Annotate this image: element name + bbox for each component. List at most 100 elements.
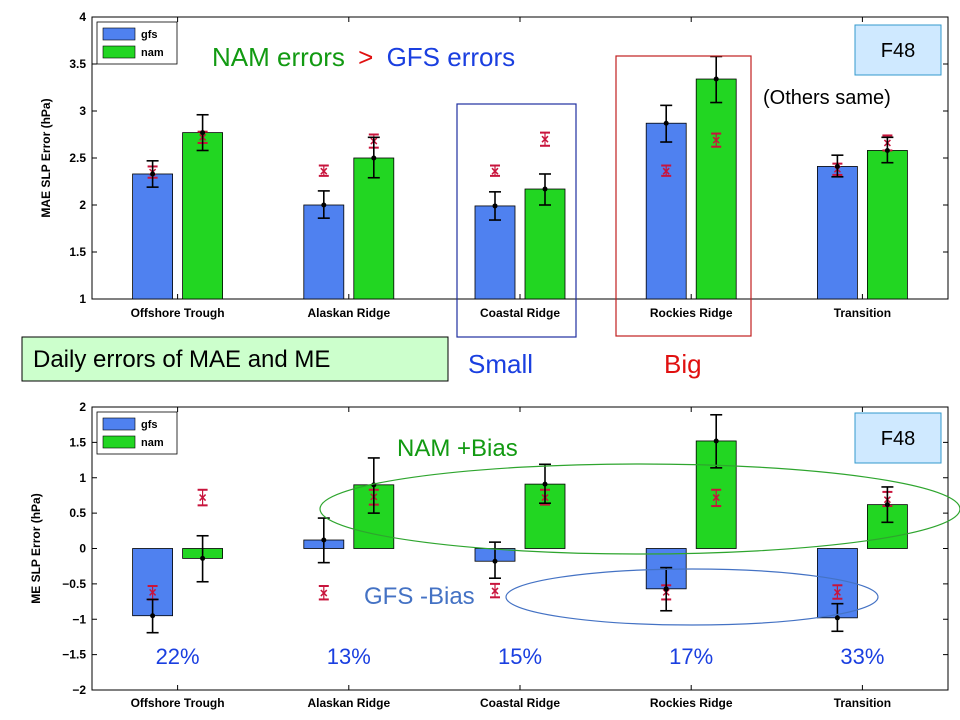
nam-mean-dot — [200, 130, 206, 136]
coastal-ridge-highlight-box — [456, 103, 577, 338]
y-tick-label: 4 — [79, 10, 86, 24]
y-tick-label: 3.5 — [69, 57, 86, 71]
gfs-mean-dot — [321, 537, 327, 543]
annotation-greater-than: > — [358, 42, 373, 72]
percentage-label: 33% — [840, 644, 884, 669]
gfs-mean-dot — [663, 120, 669, 126]
y-tick-label: −0.5 — [62, 577, 86, 591]
y-tick-label: 2 — [79, 400, 86, 414]
reference-marker — [149, 588, 157, 596]
gfs-mean-dot — [321, 202, 327, 208]
reference-marker — [541, 135, 549, 143]
f48-top-label: F48 — [881, 40, 915, 62]
f48-top-box — [854, 24, 942, 76]
percentage-label: 13% — [327, 644, 371, 669]
reference-marker — [662, 167, 670, 175]
category-label: Transition — [834, 696, 891, 710]
nam-mean-dot — [713, 76, 719, 82]
nam-bar — [524, 188, 566, 300]
gfs-mean-dot — [150, 613, 156, 619]
reference-marker — [320, 167, 328, 175]
f48-bottom-label: F48 — [881, 428, 915, 450]
y-tick-label: 1 — [79, 292, 86, 306]
gfs-mean-dot — [492, 203, 498, 209]
gfs-mean-dot — [834, 163, 840, 169]
gfs-mean-dot — [663, 586, 669, 592]
big-label: Big — [664, 349, 702, 379]
category-label: Transition — [834, 306, 891, 320]
legend-swatch-nam — [102, 435, 136, 449]
gfs-bar — [817, 166, 858, 300]
reference-marker — [491, 167, 499, 175]
legend-label-gfs: gfs — [141, 29, 158, 41]
nam-bar — [182, 132, 224, 300]
reference-marker — [491, 587, 499, 595]
rockies-ridge-highlight-box — [615, 55, 752, 337]
gfs-mean-dot — [834, 615, 840, 621]
percentage-label: 17% — [669, 644, 713, 669]
y-tick-label: 1.5 — [69, 245, 86, 259]
gfs-bias-ellipse — [505, 568, 879, 626]
nam-bar — [353, 157, 395, 300]
nam-mean-dot — [542, 481, 548, 487]
daily-errors-box — [21, 336, 449, 382]
reference-marker — [833, 588, 841, 596]
gfs-mean-dot — [492, 558, 498, 564]
svg-text:NAM errors > GFS error: NAM errors > GFS errors — [212, 42, 515, 72]
others-same-label: (Others same) — [763, 87, 891, 109]
nam-mean-dot — [884, 502, 890, 508]
legend-label-gfs: gfs — [141, 419, 158, 431]
category-label: Offshore Trough — [131, 696, 225, 710]
gfs-bar — [474, 205, 516, 300]
y-axis-label: ME SLP Error (hPa) — [29, 493, 43, 603]
y-tick-label: 0 — [79, 542, 86, 556]
legend-swatch-gfs — [102, 27, 136, 41]
nam-bias-ellipse — [319, 463, 960, 555]
y-tick-label: 1.5 — [69, 435, 86, 449]
reference-marker — [320, 589, 328, 597]
nam-bias-label: NAM +Bias — [397, 435, 518, 462]
me-chart: −2 −1.5 −1 −0.5 0 0.5 1 1.5 2 ME SLP Error (hPa) O… — [29, 400, 949, 710]
reference-marker — [712, 136, 720, 144]
nam-mean-dot — [884, 147, 890, 153]
gfs-bar — [303, 204, 345, 300]
category-label: Rockies Ridge — [650, 306, 733, 320]
y-tick-label: 2.5 — [69, 151, 86, 165]
nam-bar — [867, 150, 908, 300]
gfs-bias-label: GFS -Bias — [364, 583, 475, 610]
legend-label-nam: nam — [141, 47, 164, 59]
legend-label-nam: nam — [141, 437, 164, 449]
nam-bar — [695, 78, 737, 300]
legend-swatch-nam — [102, 45, 136, 59]
nam-mean-dot — [713, 438, 719, 444]
category-label: Offshore Trough — [131, 306, 225, 320]
annotation-gfs-errors: GFS errors — [387, 42, 516, 72]
reference-marker — [199, 494, 207, 502]
nam-mean-dot — [542, 186, 548, 192]
annotation-nam-errors: NAM errors — [212, 42, 345, 72]
y-tick-label: −2 — [72, 683, 86, 697]
y-tick-label: −1 — [72, 612, 86, 626]
daily-errors-label: Daily errors of MAE and ME — [33, 346, 330, 373]
gfs-mean-dot — [150, 171, 156, 177]
y-tick-label: 0.5 — [69, 506, 86, 520]
gfs-bar — [645, 122, 687, 300]
category-label: Alaskan Ridge — [307, 696, 390, 710]
percentage-label: 15% — [498, 644, 542, 669]
percentage-label: 22% — [156, 644, 200, 669]
reference-marker — [712, 494, 720, 502]
category-label: Coastal Ridge — [480, 306, 560, 320]
y-tick-label: 1 — [79, 471, 86, 485]
category-label: Alaskan Ridge — [307, 306, 390, 320]
gfs-bar — [132, 173, 174, 300]
mae-chart: 1 1.5 2 2.5 3 3.5 4 MAE SLP Error (hPa) Offshore… — [39, 10, 949, 320]
category-label: Rockies Ridge — [650, 696, 733, 710]
y-axis-label: MAE SLP Error (hPa) — [39, 98, 53, 217]
y-tick-label: 3 — [79, 104, 86, 118]
small-label: Small — [468, 349, 533, 379]
nam-mean-dot — [371, 155, 377, 161]
category-label: Coastal Ridge — [480, 696, 560, 710]
y-tick-label: 2 — [79, 198, 86, 212]
nam-mean-dot — [200, 555, 206, 561]
